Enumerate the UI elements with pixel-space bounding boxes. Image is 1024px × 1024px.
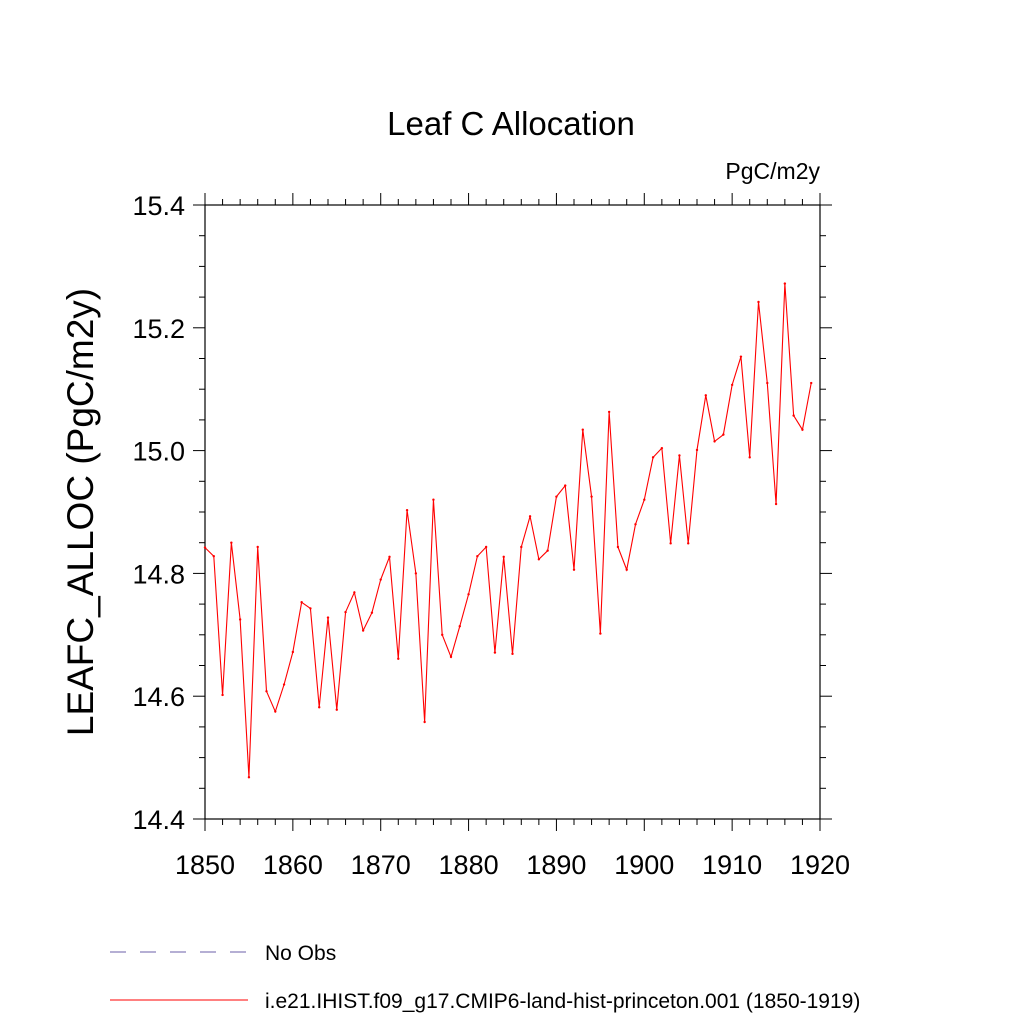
data-point [309, 607, 312, 610]
data-point [388, 555, 391, 559]
data-point [458, 625, 461, 628]
data-point [203, 546, 207, 549]
data-point [634, 523, 637, 526]
data-point [572, 568, 576, 571]
data-point [599, 632, 602, 635]
data-point [405, 508, 409, 512]
legend: No Obs i.e21.IHIST.f09_g17.CMIP6-land-his… [110, 942, 860, 1013]
units-label: PgC/m2y [725, 158, 820, 184]
data-point [502, 555, 505, 559]
data-point [590, 495, 593, 498]
data-point [511, 652, 514, 656]
data-point [537, 558, 541, 561]
data-point [687, 542, 690, 545]
data-point [300, 601, 303, 604]
data-point [432, 498, 435, 501]
data-point [291, 650, 295, 654]
x-tick-label: 1890 [526, 850, 586, 880]
data-point [810, 381, 813, 385]
data-point [528, 515, 532, 518]
axes: 1850 1860 1870 1880 1890 1900 1910 1920 14.4 14.6… [132, 191, 850, 880]
data-point [669, 542, 672, 545]
data-point [704, 394, 707, 397]
data-point [520, 545, 523, 549]
y-tick-label: 15.2 [132, 314, 185, 344]
data-point [361, 629, 365, 632]
x-tick-label: 1920 [790, 850, 850, 880]
y-tick-label: 14.8 [132, 559, 185, 589]
y-axis-label: LEAFC_ALLOC (PgC/m2y) [60, 288, 101, 736]
data-point [546, 549, 549, 552]
data-point [748, 456, 751, 459]
data-point [247, 776, 251, 779]
data-point [774, 502, 778, 506]
data-point [265, 690, 268, 693]
data-point [441, 633, 444, 636]
data-point [766, 381, 769, 385]
data-point [379, 578, 382, 581]
data-point [414, 572, 418, 575]
data-point [607, 410, 611, 414]
data-point [713, 440, 716, 443]
data-point [484, 545, 488, 549]
legend-label: No Obs [265, 942, 336, 965]
series-layer [203, 282, 813, 779]
data-point [643, 498, 646, 501]
series-line [204, 283, 812, 778]
data-point [792, 414, 795, 417]
y-tick-label: 14.4 [132, 805, 185, 835]
data-point [616, 545, 620, 549]
data-point [476, 555, 479, 558]
data-point [581, 428, 584, 431]
data-point [467, 593, 470, 596]
y-tick-label: 15.4 [132, 191, 185, 221]
data-point [397, 657, 400, 660]
legend-label: i.e21.IHIST.f09_g17.CMIP6-land-hist-prin… [265, 990, 860, 1013]
data-point [449, 655, 453, 659]
plot-frame [204, 204, 821, 820]
y-tick-label: 14.6 [132, 682, 185, 712]
data-point [256, 545, 259, 549]
data-point [801, 428, 804, 431]
data-point [221, 693, 224, 697]
x-tick-label: 1850 [175, 850, 235, 880]
data-point [625, 568, 628, 571]
data-point [739, 355, 743, 358]
data-point [695, 448, 699, 452]
data-point [370, 611, 374, 614]
data-point [564, 484, 567, 487]
data-point [274, 710, 277, 713]
x-tick-label: 1910 [702, 850, 762, 880]
data-point [212, 555, 215, 558]
data-point [660, 446, 664, 450]
data-point [230, 541, 233, 544]
data-point [730, 383, 734, 387]
chart-title: Leaf C Allocation [387, 105, 635, 142]
data-point [282, 683, 286, 686]
data-point [335, 708, 338, 711]
data-point [783, 282, 787, 285]
x-tick-label: 1870 [351, 850, 411, 880]
x-tick-label: 1900 [614, 850, 674, 880]
x-tick-label: 1880 [439, 850, 499, 880]
data-point [344, 610, 347, 614]
data-point [678, 454, 681, 457]
data-point [493, 651, 497, 654]
y-tick-label: 15.0 [132, 437, 185, 467]
data-point [353, 591, 356, 594]
x-tick-label: 1860 [263, 850, 323, 880]
data-point [423, 720, 426, 724]
data-point [555, 495, 558, 498]
data-point [326, 616, 330, 619]
data-point [722, 433, 725, 436]
data-point [651, 456, 655, 459]
data-point [238, 618, 242, 621]
data-point [757, 300, 760, 304]
data-point [318, 706, 321, 709]
